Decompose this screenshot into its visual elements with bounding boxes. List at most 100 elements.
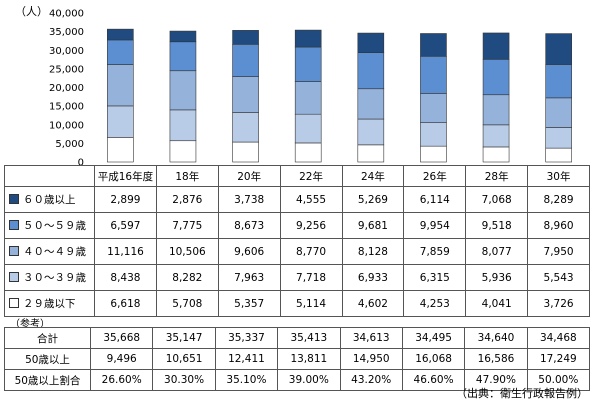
bar-segment bbox=[294, 81, 322, 115]
bar-segment bbox=[482, 124, 510, 148]
data-cell: 4,253 bbox=[403, 290, 467, 317]
y-tick-label: 10,000 bbox=[49, 120, 84, 131]
data-cell: 5,708 bbox=[155, 290, 219, 317]
legend-label: ６０歳以上 bbox=[23, 194, 76, 206]
stacked-bar-chart: 40,000 35,000 30,000 25,000 20,000 15,000 10,0… bbox=[49, 9, 572, 169]
data-cell: 6,315 bbox=[403, 264, 467, 291]
data-cell: 6,597 bbox=[94, 212, 157, 239]
reference-row-over50-ratio: 50歳以上割合 26.60% 30.30% 35.10% 39.00% 43.2… bbox=[4, 369, 591, 391]
reference-cell: 34,495 bbox=[401, 327, 466, 349]
bar-segment bbox=[545, 33, 572, 65]
legend-swatch bbox=[9, 246, 19, 256]
bar-segment bbox=[357, 118, 385, 146]
bar-segment bbox=[420, 33, 447, 57]
bar-segment bbox=[294, 113, 322, 144]
data-cell: 8,770 bbox=[279, 238, 343, 265]
reference-cell: 34,640 bbox=[464, 327, 528, 349]
series-row-60plus: ６０歳以上 2,899 2,876 3,738 4,555 5,269 6,11… bbox=[4, 186, 590, 213]
category-header: 平成16年度 bbox=[94, 165, 157, 187]
category-header: 20年 bbox=[217, 165, 281, 187]
data-cell: 5,114 bbox=[279, 290, 343, 317]
data-cell: 11,116 bbox=[94, 238, 157, 265]
series-row-40s: ４０～４９歳 11,116 10,506 9,606 8,770 8,128 7… bbox=[4, 238, 590, 265]
data-cell: 9,681 bbox=[341, 212, 405, 239]
data-cell: 4,041 bbox=[465, 290, 529, 317]
y-tick-label: 5,000 bbox=[55, 139, 84, 150]
header-blank-cell bbox=[4, 165, 95, 187]
legend-entry: ３０～３９歳 bbox=[4, 264, 95, 291]
bar-segment bbox=[482, 146, 510, 163]
bar-segment bbox=[357, 144, 385, 163]
bar-segment bbox=[107, 39, 134, 65]
data-cell: 7,859 bbox=[403, 238, 467, 265]
reference-cell: 17,249 bbox=[526, 348, 591, 370]
reference-row-label: 50歳以上割合 bbox=[4, 369, 91, 391]
data-cell: 3,726 bbox=[527, 290, 590, 317]
y-tick-label: 35,000 bbox=[49, 27, 84, 38]
legend-entry: ６０歳以上 bbox=[4, 186, 95, 213]
data-cell: 6,114 bbox=[403, 186, 467, 213]
data-cell: 7,963 bbox=[217, 264, 281, 291]
reference-cell: 50.00% bbox=[526, 369, 591, 391]
y-tick-label: 40,000 bbox=[49, 9, 84, 20]
reference-cell: 12,411 bbox=[214, 348, 279, 370]
category-header: 28年 bbox=[465, 165, 529, 187]
data-cell: 8,282 bbox=[155, 264, 219, 291]
reference-cell: 34,468 bbox=[526, 327, 591, 349]
bar-segment bbox=[545, 64, 572, 99]
category-header: 26年 bbox=[403, 165, 467, 187]
data-cell: 4,602 bbox=[341, 290, 405, 317]
data-cell: 7,718 bbox=[279, 264, 343, 291]
bar-segment bbox=[357, 88, 385, 120]
reference-cell: 46.60% bbox=[401, 369, 466, 391]
reference-cell: 39.00% bbox=[277, 369, 341, 391]
data-cell: 7,775 bbox=[155, 212, 219, 239]
data-cell: 6,618 bbox=[94, 290, 157, 317]
legend-swatch bbox=[9, 194, 19, 204]
data-cell: 8,128 bbox=[341, 238, 405, 265]
bar-segment bbox=[107, 28, 134, 41]
bar-segment bbox=[232, 112, 259, 143]
category-header: 30年 bbox=[527, 165, 590, 187]
reference-cell: 16,586 bbox=[464, 348, 528, 370]
bar-segment bbox=[545, 127, 572, 149]
bar-segment bbox=[545, 147, 572, 163]
data-cell: 2,899 bbox=[94, 186, 157, 213]
data-cell: 9,954 bbox=[403, 212, 467, 239]
legend-label: ２９歳以下 bbox=[23, 298, 76, 310]
bar-segment bbox=[232, 76, 259, 113]
bar-segment bbox=[169, 109, 197, 142]
data-cell: 5,936 bbox=[465, 264, 529, 291]
reference-cell: 34,613 bbox=[339, 327, 403, 349]
reference-table: 合計 35,668 35,147 35,337 35,413 34,613 34… bbox=[4, 327, 591, 391]
chart-data-table: 平成16年度 18年 20年 22年 24年 26年 28年 30年 ６０歳以上… bbox=[4, 165, 590, 317]
bar-segment bbox=[232, 30, 259, 45]
reference-cell: 14,950 bbox=[339, 348, 403, 370]
bar-segment bbox=[107, 64, 134, 107]
reference-row-total: 合計 35,668 35,147 35,337 35,413 34,613 34… bbox=[4, 327, 591, 349]
bar-segment bbox=[482, 94, 510, 126]
data-cell: 7,950 bbox=[527, 238, 590, 265]
reference-row-label: 50歳以上 bbox=[4, 348, 91, 370]
reference-cell: 9,496 bbox=[89, 348, 154, 370]
bar-segment bbox=[169, 140, 197, 163]
series-row-50s: ５０～５９歳 6,597 7,775 8,673 9,256 9,681 9,9… bbox=[4, 212, 590, 239]
data-cell: 8,673 bbox=[217, 212, 281, 239]
reference-cell: 30.30% bbox=[152, 369, 216, 391]
bar-segment bbox=[232, 141, 259, 163]
reference-cell: 47.90% bbox=[464, 369, 528, 391]
category-header: 18年 bbox=[155, 165, 219, 187]
bar-segment bbox=[420, 93, 447, 123]
series-row-under29: ２９歳以下 6,618 5,708 5,357 5,114 4,602 4,25… bbox=[4, 290, 590, 317]
bar-segment bbox=[169, 41, 197, 72]
y-tick-label: 15,000 bbox=[49, 102, 84, 113]
data-cell: 3,738 bbox=[217, 186, 281, 213]
reference-cell: 35.10% bbox=[214, 369, 279, 391]
data-cell: 9,518 bbox=[465, 212, 529, 239]
data-cell: 6,933 bbox=[341, 264, 405, 291]
data-cell: 9,256 bbox=[279, 212, 343, 239]
bar-segment bbox=[294, 29, 322, 48]
category-header-row: 平成16年度 18年 20年 22年 24年 26年 28年 30年 bbox=[4, 165, 590, 187]
bar-segment bbox=[357, 32, 385, 53]
data-cell: 9,606 bbox=[217, 238, 281, 265]
